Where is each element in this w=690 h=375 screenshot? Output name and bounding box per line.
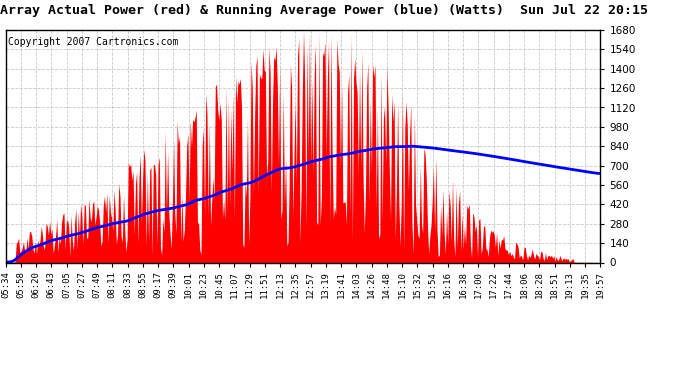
Text: Copyright 2007 Cartronics.com: Copyright 2007 Cartronics.com [8,37,179,47]
Text: East Array Actual Power (red) & Running Average Power (blue) (Watts)  Sun Jul 22: East Array Actual Power (red) & Running … [0,4,648,17]
